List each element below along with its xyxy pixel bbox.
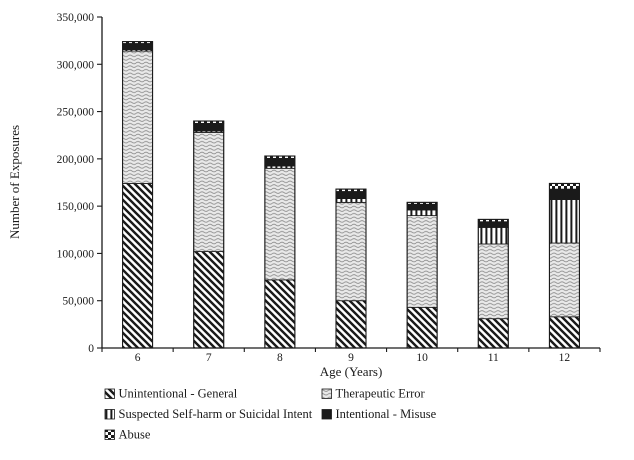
bar-segment-solid-black-age-7 xyxy=(193,122,225,132)
bar-segment-solid-black-age-10 xyxy=(406,203,438,211)
legend-label: Therapeutic Error xyxy=(336,387,426,401)
y-tick-label: 50,000 xyxy=(62,296,94,308)
bar-segment-vertical-lines-age-12 xyxy=(549,199,580,244)
legend-label: Abuse xyxy=(119,428,151,442)
legend-swatch-checker xyxy=(104,429,115,440)
bar-segment-wave-age-12 xyxy=(549,242,580,318)
y-axis-title: Number of Exposures xyxy=(7,125,22,239)
bar-segment-diagonal-hatch-age-6 xyxy=(122,183,153,349)
y-tick-label: 350,000 xyxy=(57,12,95,24)
bar-segment-diagonal-hatch-age-9 xyxy=(335,300,367,349)
bar-segment-wave-age-10 xyxy=(406,215,438,308)
legend-swatch-vertical-lines xyxy=(104,409,115,420)
bar-segment-vertical-lines-age-9 xyxy=(335,198,367,203)
bar-segment-diagonal-hatch-age-11 xyxy=(477,318,509,349)
bar-segment-wave-age-11 xyxy=(477,243,509,320)
x-axis-title: Age (Years) xyxy=(320,364,383,379)
legend-swatch-diagonal-hatch xyxy=(104,388,115,399)
bar-segment-solid-black-age-8 xyxy=(264,157,296,167)
x-category-label: 8 xyxy=(277,352,283,364)
x-category-label: 9 xyxy=(348,352,354,364)
y-tick-label: 300,000 xyxy=(57,59,95,71)
bar-segment-solid-black-age-11 xyxy=(477,221,509,228)
legend-swatch-solid-black xyxy=(321,409,332,420)
y-tick-label: 0 xyxy=(88,343,94,355)
legend-label: Suspected Self-harm or Suicidal Intent xyxy=(119,407,313,421)
y-tick-label: 250,000 xyxy=(57,107,95,119)
x-category-label: 6 xyxy=(135,352,141,364)
bar-segment-solid-black-age-9 xyxy=(335,191,367,199)
bar-segment-diagonal-hatch-age-7 xyxy=(193,251,225,349)
legend-swatch-wave xyxy=(321,388,332,399)
bar-segment-diagonal-hatch-age-12 xyxy=(549,316,580,349)
bar-segment-wave-age-6 xyxy=(122,50,153,184)
legend-label: Intentional - Misuse xyxy=(336,407,437,421)
bar-segment-vertical-lines-age-10 xyxy=(406,209,438,217)
x-category-label: 7 xyxy=(206,352,212,364)
legend-label: Unintentional - General xyxy=(119,387,238,401)
bar-segment-diagonal-hatch-age-10 xyxy=(406,306,438,349)
bar-segment-diagonal-hatch-age-8 xyxy=(264,279,296,349)
bar-segment-solid-black-age-6 xyxy=(122,43,153,51)
bar-segment-wave-age-8 xyxy=(264,167,296,281)
x-category-label: 10 xyxy=(416,352,428,364)
bar-segment-wave-age-7 xyxy=(193,131,225,252)
bar-segment-solid-black-age-12 xyxy=(549,188,580,200)
y-tick-label: 100,000 xyxy=(57,248,95,260)
bar-segment-checker-age-12 xyxy=(549,183,580,190)
bar-segment-wave-age-9 xyxy=(335,201,367,302)
x-category-label: 12 xyxy=(559,352,571,364)
y-tick-label: 200,000 xyxy=(57,154,95,166)
y-tick-label: 150,000 xyxy=(57,201,95,213)
bar-segment-vertical-lines-age-11 xyxy=(477,227,509,245)
x-category-label: 11 xyxy=(488,352,499,364)
